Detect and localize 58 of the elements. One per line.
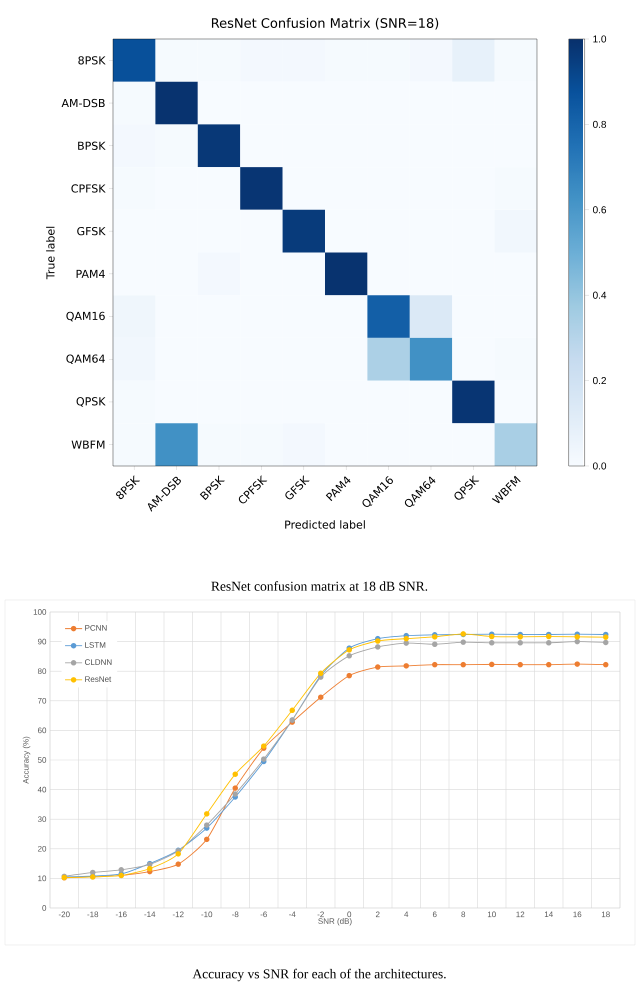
text: ResNet confusion matrix at 18 dB SNR. (211, 581, 428, 591)
y-tick-label: QPSK (76, 397, 106, 407)
x-tick-label: 16 (573, 912, 582, 918)
y-tick-label: 50 (38, 757, 46, 763)
x-tick-label: -16 (116, 912, 127, 918)
x-tick-label: -4 (289, 912, 296, 918)
x-tick-label: -12 (172, 912, 184, 918)
chart-title: ResNet Confusion Matrix (SNR=18) (212, 18, 438, 30)
y-tick-label: CPFSK (71, 184, 106, 193)
x-tick-label: -2 (318, 912, 324, 918)
legend-label: CLDNN (84, 659, 112, 665)
y-tick-label: QAM64 (66, 354, 105, 364)
y-axis-title: True label (46, 226, 55, 280)
x-tick-label: -14 (144, 912, 156, 918)
x-tick-label: -10 (201, 912, 212, 918)
y-tick-label: 0 (42, 905, 46, 911)
x-tick-label: 18 (602, 912, 610, 918)
x-tick-label: -20 (58, 912, 70, 918)
y-tick-label: PAM4 (76, 270, 105, 278)
y-tick-label: 30 (38, 816, 46, 822)
legend-label: ResNet (85, 676, 112, 682)
y-tick-label: GFSK (77, 227, 106, 236)
y-tick-label: 100 (34, 609, 46, 615)
color-bar-label: 1.0 (593, 35, 606, 43)
x-tick-label: -8 (232, 912, 238, 918)
color-bar-label: 0.2 (592, 377, 606, 384)
x-tick-label: -6 (260, 912, 267, 918)
legend-label: PCNN (85, 625, 107, 631)
color-bar-label: 0.6 (592, 206, 606, 214)
x-tick-label: -18 (87, 912, 98, 918)
x-tick-label: 4 (404, 912, 408, 918)
y-tick-label: 40 (38, 786, 46, 792)
color-bar-label: 0.4 (592, 292, 606, 299)
x-tick-label: 8 (461, 912, 466, 918)
x-axis-title: SNR (dB) (318, 918, 352, 926)
x-tick-label: 2 (376, 912, 380, 918)
y-tick-label: WBFM (72, 440, 104, 449)
text: Accuracy vs SNR for each of the architectures. (192, 968, 446, 982)
x-tick-label: 0 (347, 912, 352, 918)
y-tick-label: QAM16 (66, 312, 105, 322)
y-tick-label: 8PSK (78, 56, 106, 65)
x-axis-title: Predicted label (285, 520, 365, 529)
x-tick-label: 6 (432, 912, 437, 918)
y-tick-label: BPSK (78, 142, 106, 150)
x-tick-label: 10 (488, 912, 496, 918)
y-axis-title: Accuracy (%) (22, 736, 30, 784)
color-bar-label: 0.8 (592, 120, 606, 128)
y-tick-label: AM-DSB (62, 98, 105, 108)
y-tick-label: 10 (38, 876, 46, 882)
x-tick-label: 14 (544, 912, 553, 918)
y-tick-label: 90 (38, 638, 46, 644)
y-tick-label: 80 (38, 668, 46, 674)
y-tick-label: 60 (38, 728, 46, 734)
color-bar-label: 0.0 (592, 462, 606, 470)
legend-label: LSTM (85, 642, 106, 648)
y-tick-label: 70 (38, 698, 46, 704)
x-tick-label: 12 (516, 912, 524, 918)
y-tick-label: 20 (38, 846, 46, 852)
